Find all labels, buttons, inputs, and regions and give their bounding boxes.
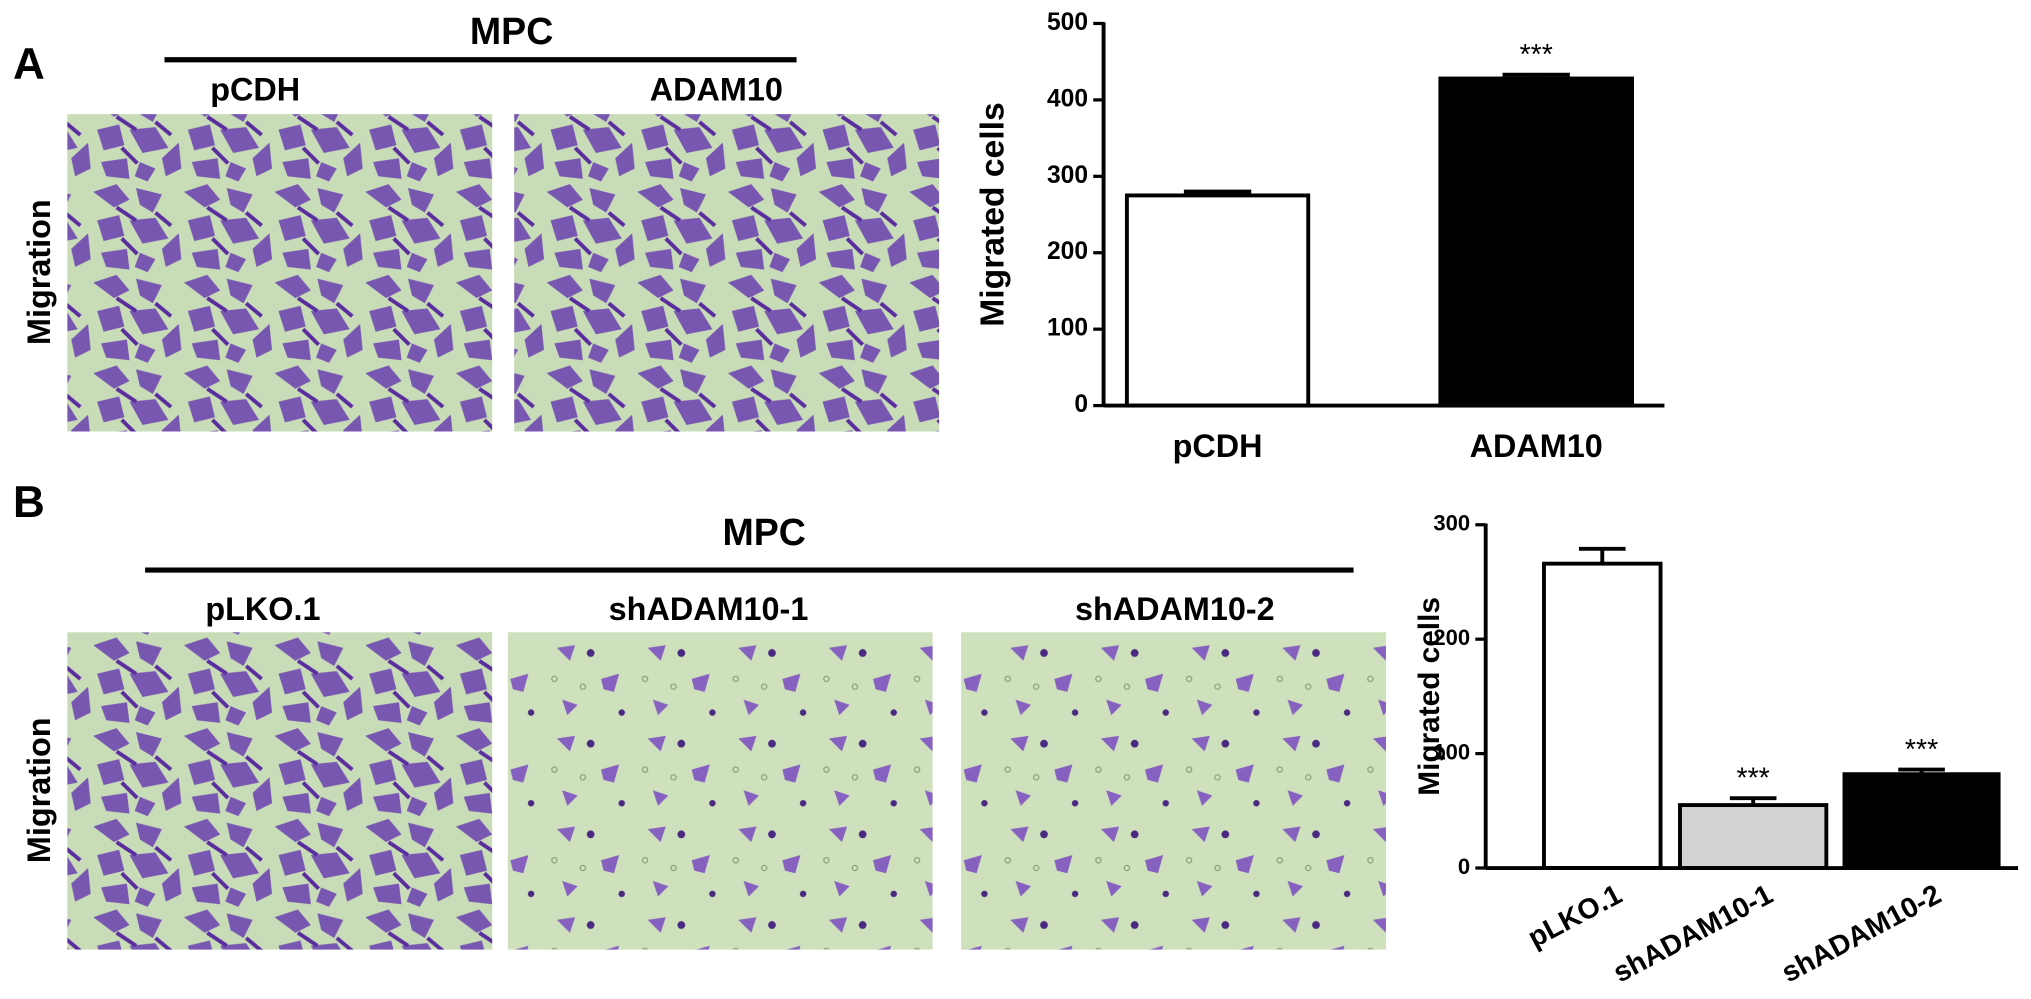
bar bbox=[1124, 193, 1311, 408]
bar bbox=[1842, 772, 2001, 870]
condition-label: pCDH bbox=[210, 72, 300, 108]
significance-label: *** bbox=[1905, 734, 1938, 766]
x-tick-label: pCDH bbox=[1173, 428, 1263, 464]
y-tick-label: 400 bbox=[1047, 85, 1088, 112]
y-tick-label: 200 bbox=[1433, 625, 1470, 650]
y-axis-title: Migrated cells bbox=[1413, 597, 1446, 796]
micrograph bbox=[507, 632, 933, 950]
x-tick-label: pLKO.1 bbox=[1523, 878, 1628, 954]
bar bbox=[1438, 76, 1634, 408]
y-tick-label: 300 bbox=[1047, 162, 1088, 189]
micrograph bbox=[67, 632, 493, 950]
significance-label: *** bbox=[1520, 39, 1553, 71]
bar bbox=[1542, 561, 1663, 870]
y-tick-label: 0 bbox=[1458, 854, 1470, 879]
y-tick-label: 100 bbox=[1047, 315, 1088, 342]
panel-label: B bbox=[13, 478, 45, 527]
row-label: Migration bbox=[21, 717, 57, 863]
y-tick-label: 200 bbox=[1047, 238, 1088, 265]
panel-label: A bbox=[13, 40, 45, 89]
x-tick-label: shADAM10-2 bbox=[1776, 878, 1946, 989]
y-tick-label: 100 bbox=[1433, 739, 1470, 764]
significance-label: *** bbox=[1737, 763, 1770, 795]
x-tick-label: ADAM10 bbox=[1470, 428, 1603, 464]
y-tick-label: 0 bbox=[1074, 391, 1088, 418]
group-label: MPC bbox=[722, 511, 805, 553]
condition-label: pLKO.1 bbox=[205, 591, 320, 627]
condition-label: shADAM10-1 bbox=[609, 591, 809, 627]
micrograph bbox=[961, 632, 1386, 950]
group-label: MPC bbox=[470, 10, 553, 52]
condition-label: shADAM10-2 bbox=[1075, 591, 1275, 627]
micrograph bbox=[514, 114, 940, 432]
y-tick-label: 300 bbox=[1433, 511, 1470, 536]
micrograph bbox=[67, 114, 493, 432]
y-axis-title: Migrated cells bbox=[975, 102, 1012, 326]
row-label: Migration bbox=[21, 199, 57, 345]
bar bbox=[1678, 803, 1829, 870]
x-tick-label: shADAM10-1 bbox=[1608, 878, 1778, 989]
condition-label: ADAM10 bbox=[650, 72, 783, 108]
y-tick-label: 500 bbox=[1047, 9, 1088, 36]
